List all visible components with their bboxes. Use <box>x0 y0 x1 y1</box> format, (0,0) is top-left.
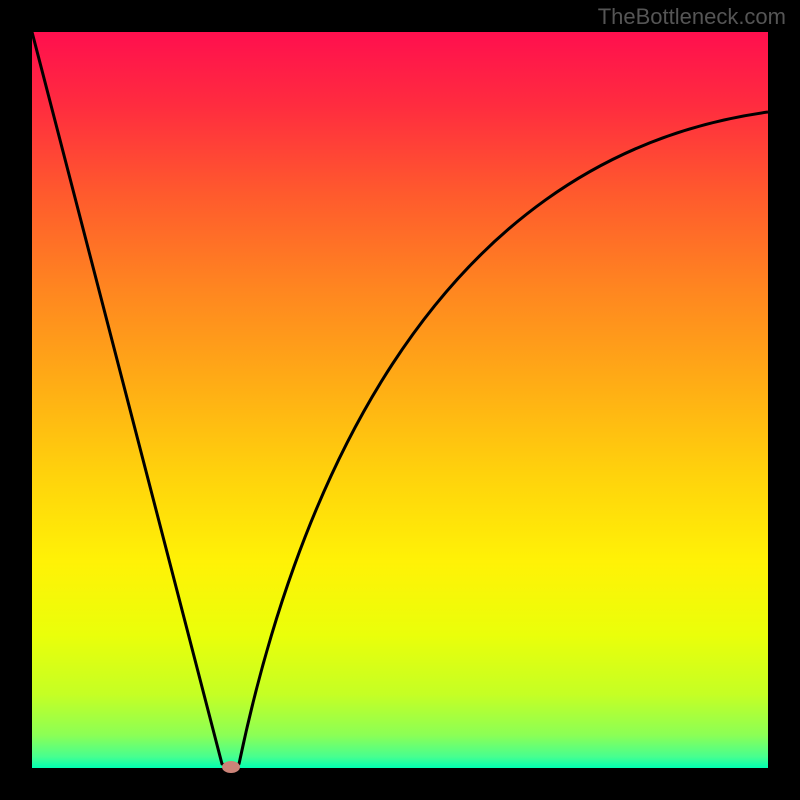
plot-area <box>32 32 768 768</box>
chart-canvas: TheBottleneck.com <box>0 0 800 800</box>
bottleneck-curve <box>32 32 768 768</box>
optimum-point-marker <box>222 761 240 773</box>
source-watermark: TheBottleneck.com <box>598 4 786 30</box>
